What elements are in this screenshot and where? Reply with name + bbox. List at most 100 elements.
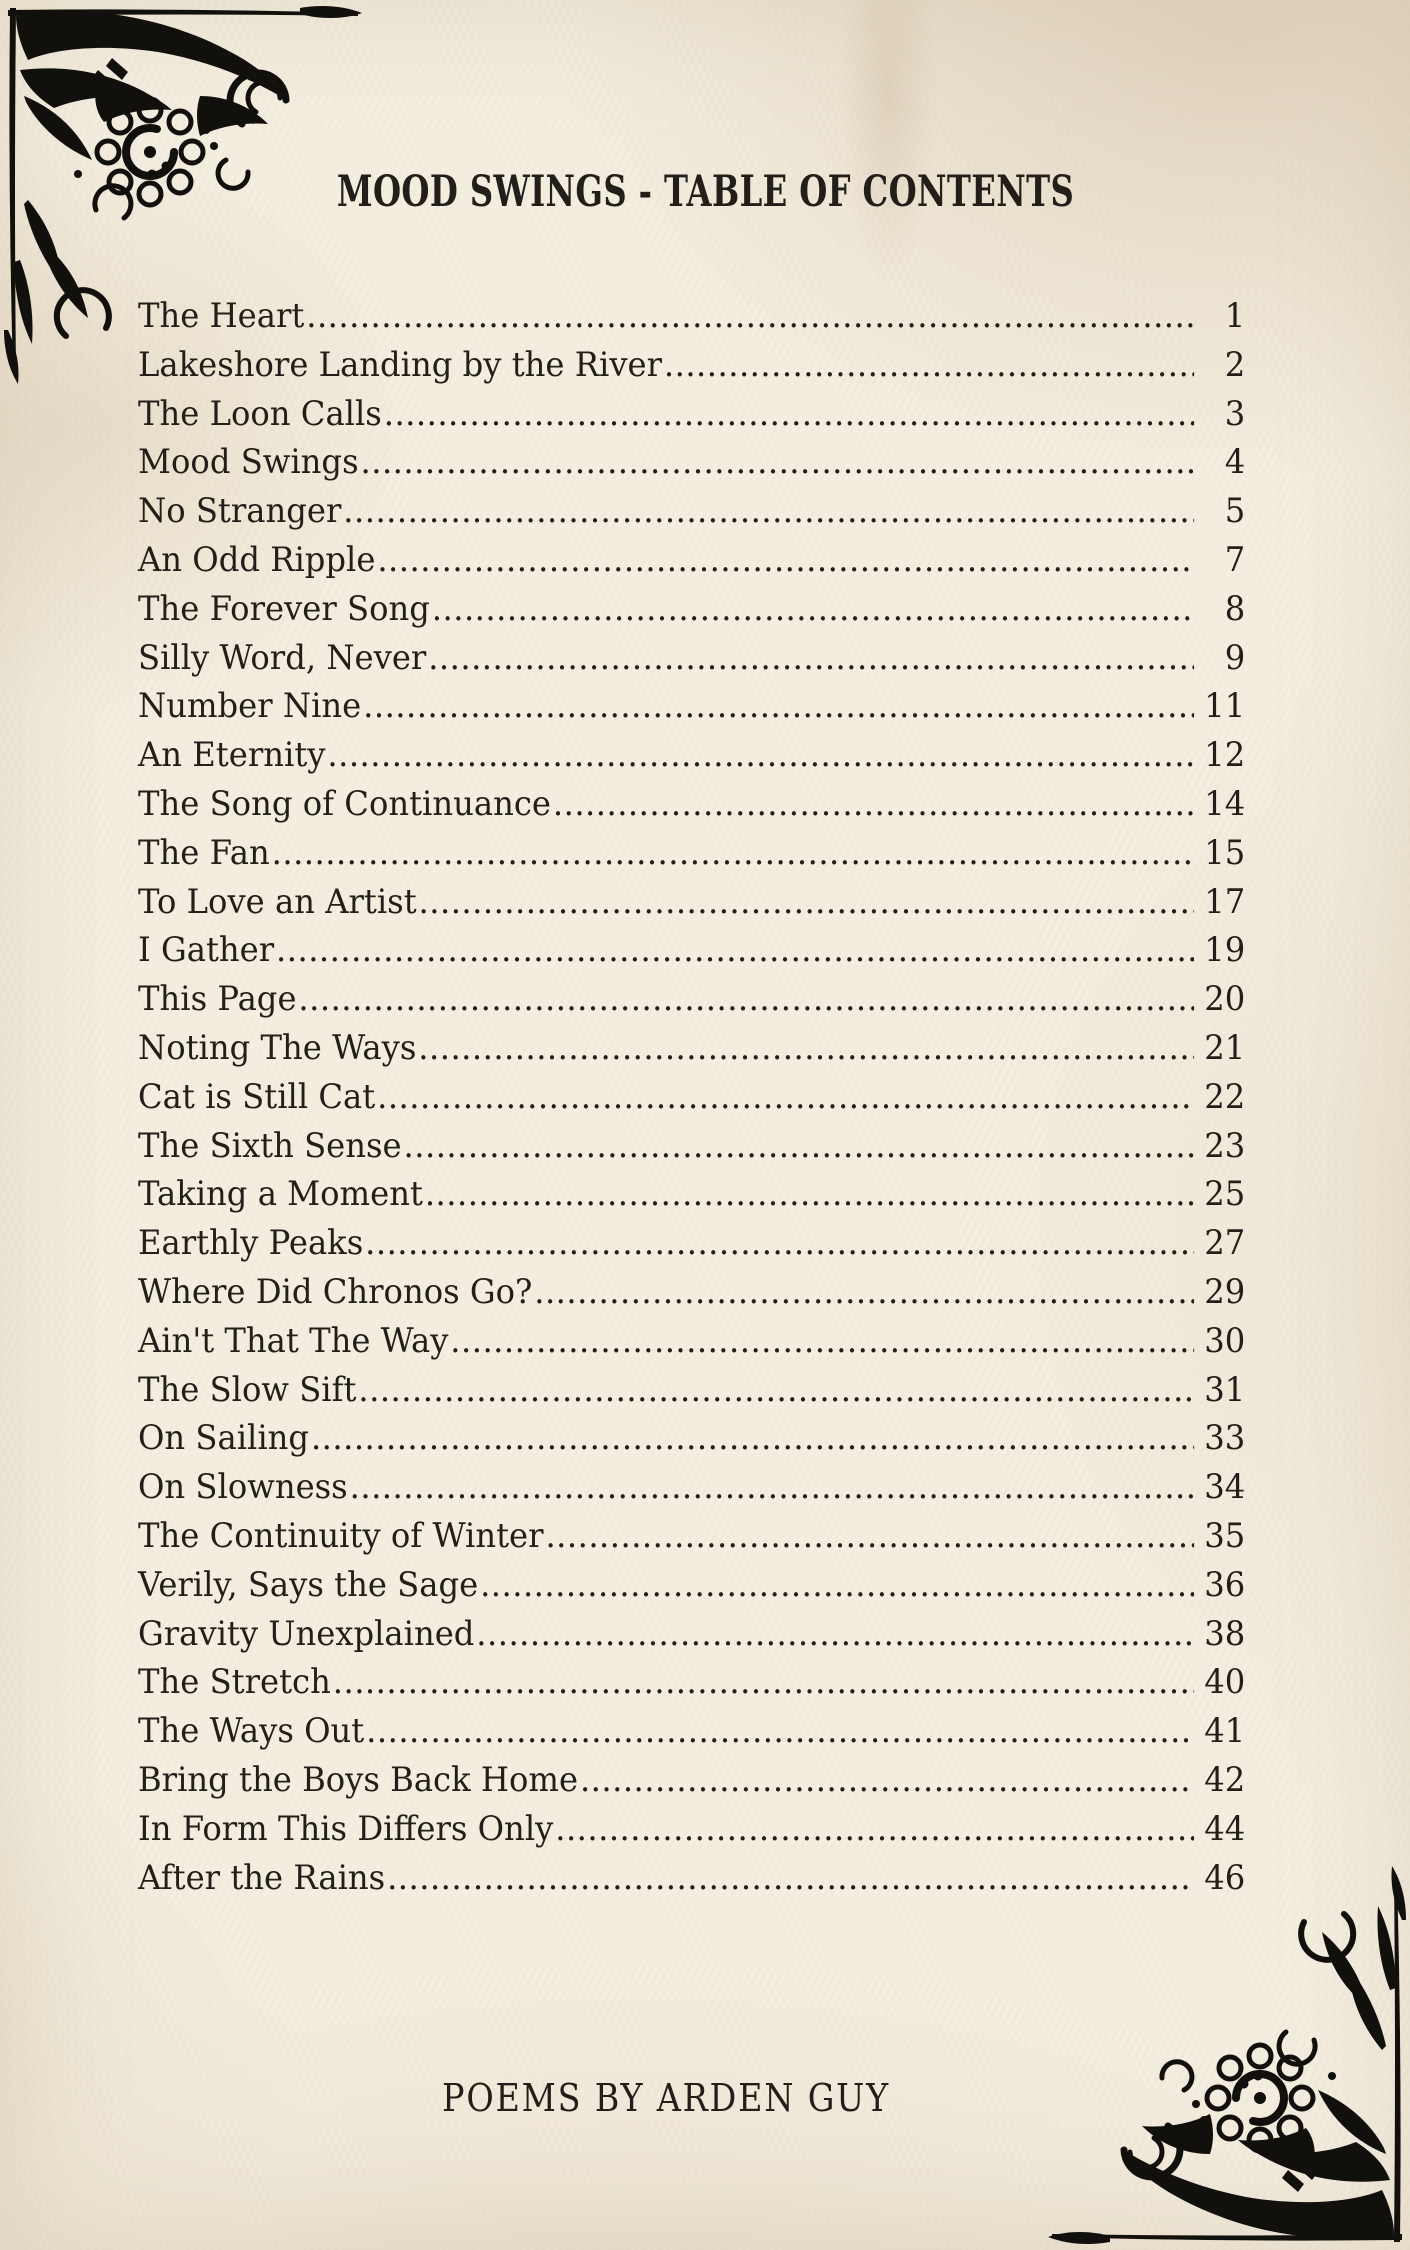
toc-leader-dots: ........................................… xyxy=(418,881,1195,922)
toc-entry-page: 40 xyxy=(1204,1662,1246,1703)
toc-entry-title: On Slowness xyxy=(138,1467,348,1508)
toc-entry-title: Lakeshore Landing by the River xyxy=(138,344,663,385)
toc-row: The Continuity of Winter................… xyxy=(138,1512,1245,1561)
toc-entry-title: Verily, Says the Sage xyxy=(138,1564,479,1605)
toc-entry-page: 11 xyxy=(1204,686,1246,727)
toc-leader-dots: ........................................… xyxy=(358,1369,1195,1410)
toc-row: Cat is Still Cat........................… xyxy=(138,1073,1245,1122)
toc-row: After the Rains.........................… xyxy=(138,1854,1245,1903)
toc-entry-title: This Page xyxy=(138,979,297,1020)
toc-row: An Odd Ripple...........................… xyxy=(138,536,1245,585)
toc-entry-title: The Fan xyxy=(138,832,270,873)
toc-row: The Song of Continuance.................… xyxy=(138,780,1245,829)
toc-leader-dots: ........................................… xyxy=(349,1467,1195,1508)
toc-row: Noting The Ways.........................… xyxy=(138,1024,1245,1073)
toc-row: Earthly Peaks...........................… xyxy=(138,1219,1245,1268)
toc-leader-dots: ........................................… xyxy=(383,393,1195,434)
toc-entry-title: The Heart xyxy=(138,296,305,336)
toc-entry-title: The Song of Continuance xyxy=(138,783,552,824)
toc-leader-dots: ........................................… xyxy=(480,1564,1194,1605)
toc-entry-page: 30 xyxy=(1204,1320,1246,1361)
toc-row: On Sailing..............................… xyxy=(138,1414,1245,1463)
toc-row: Silly Word, Never.......................… xyxy=(138,634,1245,683)
page-footer-text: POEMS BY ARDEN GUY xyxy=(441,2076,890,2120)
toc-row: The Slow Sift...........................… xyxy=(138,1366,1245,1415)
toc-row: Taking a Moment.........................… xyxy=(138,1170,1245,1219)
toc-row: Bring the Boys Back Home................… xyxy=(138,1756,1245,1805)
toc-row: The Heart...............................… xyxy=(138,292,1245,341)
toc-leader-dots: ........................................… xyxy=(450,1320,1195,1361)
toc-entry-title: Ain't That The Way xyxy=(138,1320,449,1361)
toc-entry-page: 25 xyxy=(1204,1174,1246,1215)
toc-entry-title: After the Rains xyxy=(138,1857,386,1898)
toc-entry-page: 3 xyxy=(1224,393,1246,434)
toc-row: The Fan.................................… xyxy=(138,829,1245,878)
toc-row: Number Nine.............................… xyxy=(138,682,1245,731)
toc-leader-dots: ........................................… xyxy=(327,735,1194,776)
toc-leader-dots: ........................................… xyxy=(663,344,1195,385)
toc-entry-title: On Sailing xyxy=(138,1418,310,1459)
toc-entry-page: 9 xyxy=(1224,637,1246,678)
toc-leader-dots: ........................................… xyxy=(276,930,1194,971)
toc-entry-page: 23 xyxy=(1204,1125,1246,1166)
toc-entry-page: 4 xyxy=(1224,442,1246,483)
toc-leader-dots: ........................................… xyxy=(298,979,1194,1020)
toc-entry-page: 1 xyxy=(1224,296,1246,336)
toc-row: An Eternity.............................… xyxy=(138,731,1245,780)
toc-leader-dots: ........................................… xyxy=(403,1125,1195,1166)
toc-entry-page: 38 xyxy=(1204,1613,1246,1654)
toc-entry-title: The Loon Calls xyxy=(138,393,382,434)
toc-row: Verily, Says the Sage...................… xyxy=(138,1561,1245,1610)
toc-entry-title: Earthly Peaks xyxy=(138,1223,364,1264)
toc-row: In Form This Differs Only...............… xyxy=(138,1805,1245,1854)
toc-row: Gravity Unexplained.....................… xyxy=(138,1610,1245,1659)
toc-entry-title: An Odd Ripple xyxy=(138,539,376,580)
toc-entry-title: To Love an Artist xyxy=(138,881,417,922)
toc-leader-dots: ........................................… xyxy=(476,1613,1195,1654)
toc-row: The Stretch.............................… xyxy=(138,1658,1245,1707)
toc-row: To Love an Artist.......................… xyxy=(138,878,1245,927)
toc-entry-page: 36 xyxy=(1204,1564,1246,1605)
toc-leader-dots: ........................................… xyxy=(271,832,1194,873)
toc-leader-dots: ........................................… xyxy=(366,1711,1195,1752)
page-footer: POEMS BY ARDEN GUY xyxy=(0,2076,1410,2120)
toc-entry-page: 35 xyxy=(1204,1515,1246,1556)
toc-entry-page: 8 xyxy=(1224,588,1246,629)
toc-leader-dots: ........................................… xyxy=(360,442,1195,483)
toc-leader-dots: ........................................… xyxy=(363,686,1195,727)
toc-entry-page: 34 xyxy=(1204,1467,1246,1508)
toc-leader-dots: ........................................… xyxy=(377,1076,1195,1117)
toc-leader-dots: ........................................… xyxy=(310,1418,1194,1459)
toc-entry-title: The Stretch xyxy=(138,1662,331,1703)
toc-entry-title: No Stranger xyxy=(138,491,342,532)
toc-leader-dots: ........................................… xyxy=(387,1857,1195,1898)
toc-entry-title: The Ways Out xyxy=(138,1711,365,1752)
toc-entry-title: Number Nine xyxy=(138,686,362,727)
toc-entry-title: Bring the Boys Back Home xyxy=(138,1759,579,1800)
toc-entry-page: 14 xyxy=(1204,783,1246,824)
toc-entry-page: 44 xyxy=(1204,1808,1246,1849)
toc-entry-title: An Eternity xyxy=(138,735,326,776)
toc-row: Mood Swings.............................… xyxy=(138,438,1245,487)
toc-entry-title: I Gather xyxy=(138,930,275,971)
toc-row: Lakeshore Landing by the River..........… xyxy=(138,341,1245,390)
toc-leader-dots: ........................................… xyxy=(555,1808,1195,1849)
toc-row: The Loon Calls..........................… xyxy=(138,390,1245,439)
toc-entry-title: Silly Word, Never xyxy=(138,637,427,678)
toc-entry-page: 2 xyxy=(1224,344,1246,385)
toc-row: Where Did Chronos Go?...................… xyxy=(138,1268,1245,1317)
toc-entry-title: The Forever Song xyxy=(138,588,430,629)
toc-entry-title: Mood Swings xyxy=(138,442,359,483)
toc-leader-dots: ........................................… xyxy=(424,1174,1194,1215)
toc-entry-page: 7 xyxy=(1224,539,1246,580)
toc-leader-dots: ........................................… xyxy=(431,588,1194,629)
toc-leader-dots: ........................................… xyxy=(534,1271,1194,1312)
toc-entry-page: 31 xyxy=(1204,1369,1246,1410)
toc-entry-title: The Slow Sift xyxy=(138,1369,357,1410)
toc-entry-title: Cat is Still Cat xyxy=(138,1076,376,1117)
toc-row: This Page...............................… xyxy=(138,975,1245,1024)
toc-entry-page: 29 xyxy=(1204,1271,1246,1312)
toc-entry-title: Noting The Ways xyxy=(138,1027,417,1068)
toc-entry-title: The Sixth Sense xyxy=(138,1125,402,1166)
toc-entry-page: 15 xyxy=(1204,832,1246,873)
